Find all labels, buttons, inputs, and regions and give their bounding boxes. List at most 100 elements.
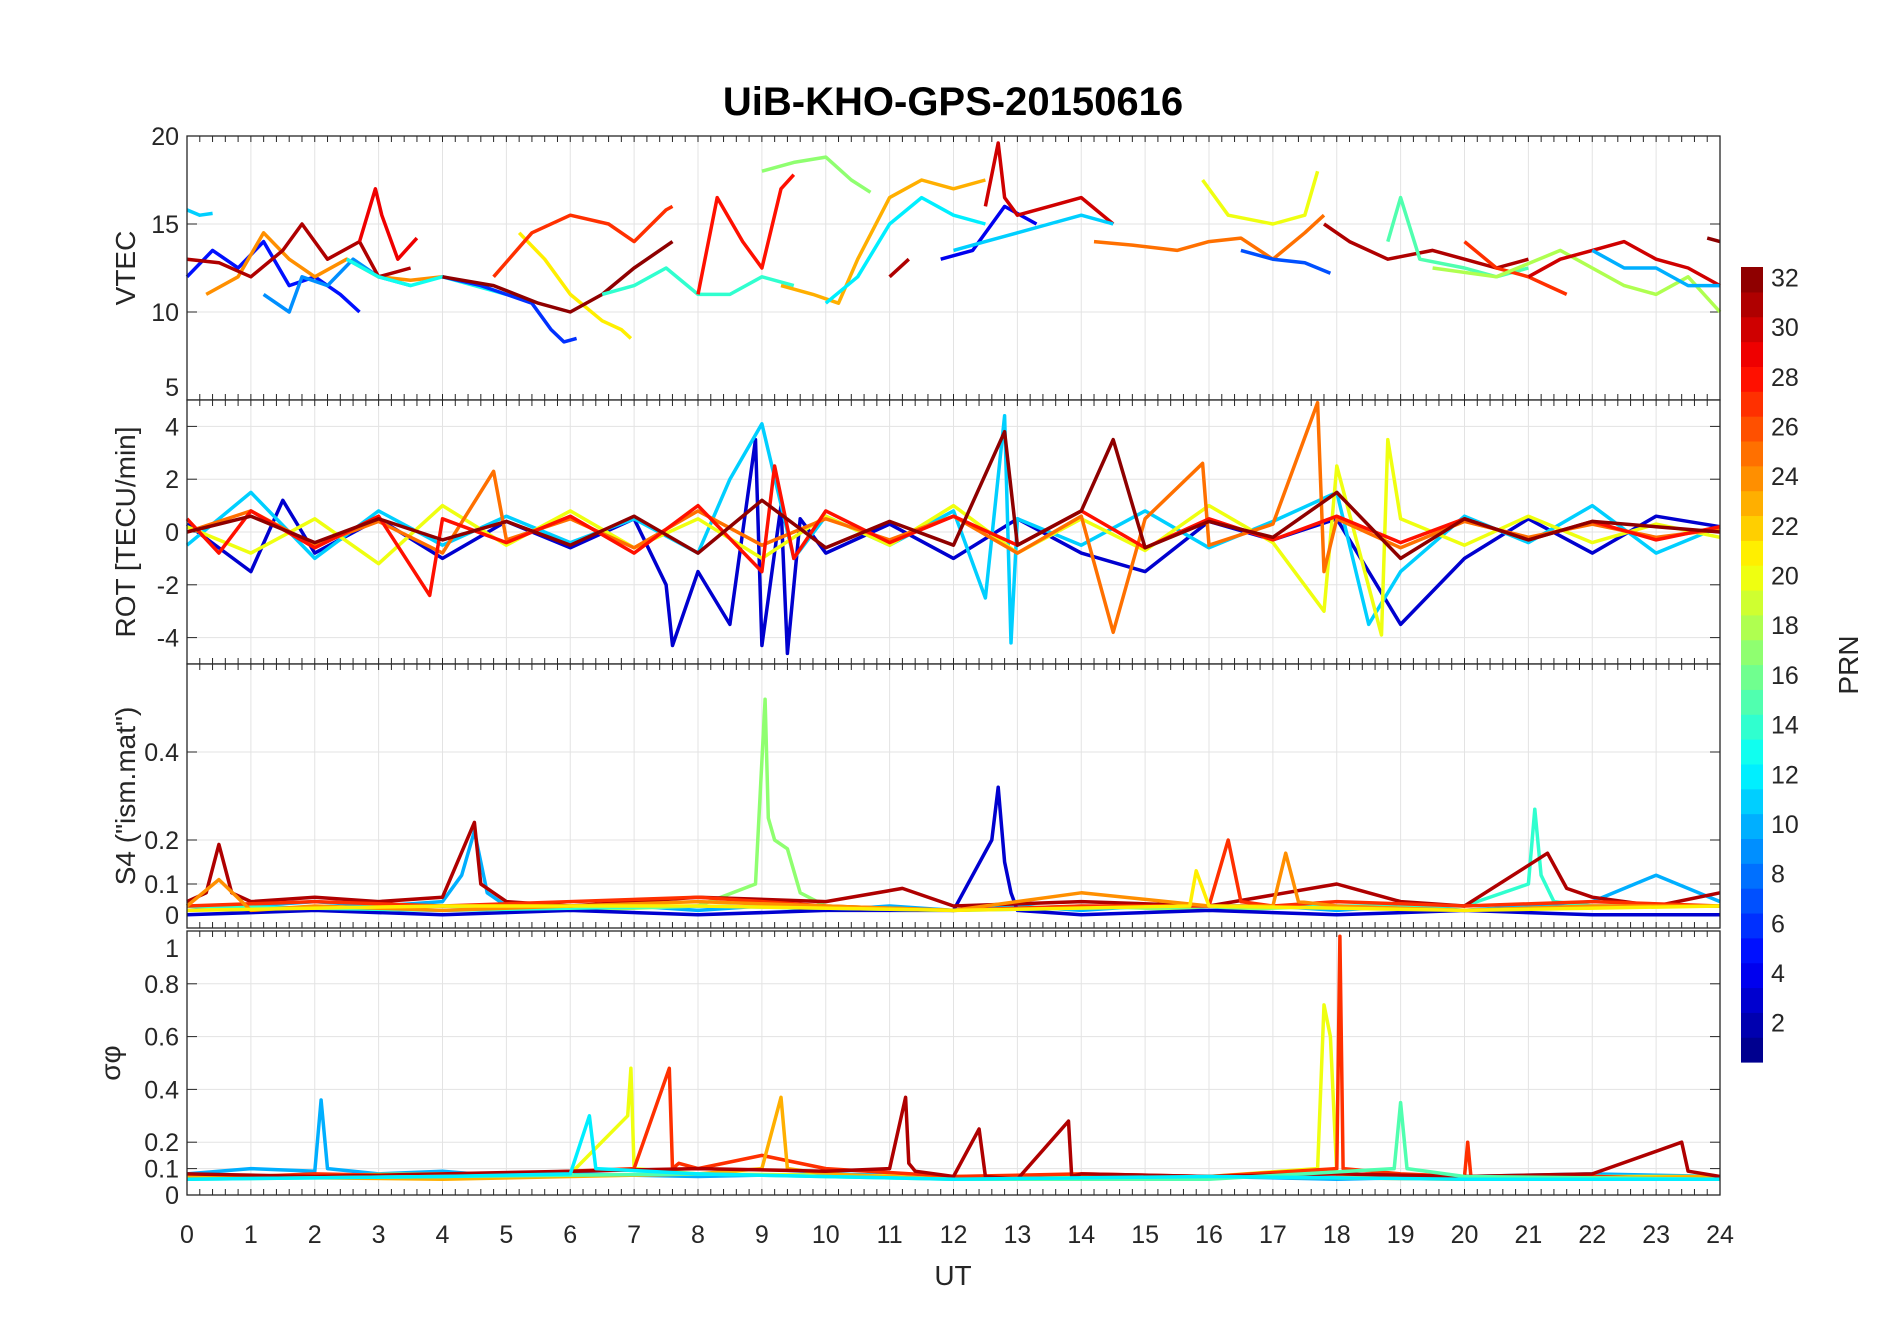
colorbar-segment (1741, 962, 1763, 989)
series-line-prn-5 (185, 239, 361, 314)
y-tick-label: 0.4 (144, 739, 179, 767)
y-tick-label: 0.6 (144, 1024, 179, 1052)
x-tick-label: 1 (244, 1221, 258, 1249)
colorbar-segment (1741, 391, 1763, 417)
x-tick-label: 15 (1131, 1221, 1159, 1249)
series-line-prn-30 (1527, 239, 1721, 288)
colorbar-segment (1741, 490, 1763, 517)
x-tick-label: 11 (877, 1221, 903, 1249)
series-line-prn-24 (205, 231, 443, 296)
y-axis-label: ROT [TECU/min] (110, 426, 141, 637)
series-line-prn-27 (492, 204, 674, 278)
y-tick-label: 0.8 (144, 971, 179, 999)
colorbar-segment (1741, 739, 1763, 765)
axes-box (186, 663, 1721, 929)
axes-box (186, 930, 1721, 1196)
x-tick-label: 9 (755, 1221, 769, 1249)
y-tick-label: 0.2 (144, 827, 179, 855)
colorbar-segment (1741, 440, 1763, 467)
y-tick-label: 0.1 (144, 1156, 179, 1184)
series-line-prn-7 (1240, 248, 1332, 275)
series-line-prn-18 (1432, 248, 1722, 314)
colorbar-tick-label: 30 (1771, 314, 1799, 342)
colorbar-tick-label: 6 (1771, 910, 1785, 938)
colorbar-segment (1741, 813, 1763, 840)
colorbar-segment (1741, 341, 1763, 367)
y-tick-label: 5 (165, 374, 179, 402)
colorbar-segment (1741, 316, 1763, 343)
y-tick-label: 0 (165, 902, 179, 930)
series-line-prn-23 (780, 178, 986, 305)
series-line-prn-3 (185, 437, 1721, 656)
colorbar-segment (1741, 1012, 1763, 1038)
colorbar-tick-label: 16 (1771, 662, 1799, 690)
x-tick-label: 12 (940, 1221, 968, 1249)
x-tick-label: 18 (1323, 1221, 1351, 1249)
colorbar-label: PRN (1833, 635, 1864, 694)
series-line-prn-6 (442, 275, 578, 344)
y-axis-label: σφ (95, 1045, 126, 1080)
y-tick-label: 1 (165, 935, 179, 963)
x-tick-label: 21 (1514, 1221, 1542, 1249)
y-tick-label: 20 (151, 123, 179, 151)
colorbar-tick-label: 8 (1771, 861, 1785, 889)
y-tick-label: -4 (157, 625, 179, 653)
y-tick-label: 4 (165, 413, 179, 441)
y-axis-label: S4 ("ism.mat") (110, 707, 141, 886)
colorbar-segment (1741, 540, 1763, 566)
series-line-prn-10 (1591, 248, 1720, 288)
colorbar-tick-label: 32 (1771, 264, 1799, 292)
panel-3: 00.10.2 0.4 0.6 0.8 1 σφ (95, 930, 1721, 1210)
x-tick-label: 13 (1003, 1221, 1031, 1249)
colorbar-tick-label: 26 (1771, 413, 1799, 441)
x-tick-label: 10 (812, 1221, 840, 1249)
x-tick-label: 2 (308, 1221, 322, 1249)
panel-2: 0 0.1 0.2 0.4S4 ("ism.mat") (110, 663, 1721, 930)
x-tick-label: 4 (436, 1221, 450, 1249)
colorbar-segment (1741, 614, 1763, 641)
x-axis-label: UT (934, 1260, 971, 1291)
series-line-prn-11 (953, 213, 1114, 253)
series-line-prn-31 (888, 257, 910, 279)
colorbar-segment (1741, 714, 1763, 740)
y-tick-label: 0.4 (144, 1076, 179, 1104)
x-tick-label: 17 (1259, 1221, 1287, 1249)
colorbar-segment (1741, 366, 1763, 392)
series-line-prn-30 (983, 141, 1115, 226)
chart-title: UiB-KHO-GPS-20150616 (723, 80, 1183, 124)
series-line-prn-32 (1706, 236, 1721, 244)
colorbar-segment (1741, 1037, 1763, 1063)
colorbar-segment (1741, 515, 1763, 541)
series-line-prn-25 (186, 400, 1721, 635)
colorbar-segment (1741, 267, 1763, 293)
series-line-prn-31 (186, 222, 412, 279)
x-tick-label: 7 (627, 1221, 641, 1249)
colorbar-tick-label: 28 (1771, 364, 1799, 392)
y-tick-label: 0 (165, 1182, 179, 1210)
x-tick-label: 23 (1642, 1221, 1670, 1249)
y-tick-label: -2 (157, 572, 179, 600)
y-tick-label: 0.2 (144, 1129, 179, 1157)
x-tick-label: 6 (563, 1221, 577, 1249)
series-line-prn-12 (824, 195, 986, 305)
x-tick-label: 16 (1195, 1221, 1223, 1249)
y-tick-label: 15 (151, 211, 179, 239)
colorbar-segment (1741, 788, 1763, 815)
colorbar-tick-label: 14 (1771, 712, 1799, 740)
series-line-prn-12 (186, 1114, 1720, 1181)
series-line-prn-29 (357, 187, 419, 261)
x-tick-label: 22 (1578, 1221, 1606, 1249)
panel-1: -4 -2 0 2 4 ROT [TECU/min] (110, 399, 1721, 665)
colorbar-segment (1741, 937, 1763, 964)
series-line-prn-17 (761, 155, 872, 194)
colorbar-segment (1741, 639, 1763, 666)
series-line-prn-21 (186, 869, 1721, 913)
colorbar-tick-label: 4 (1771, 960, 1785, 988)
colorbar-segment (1741, 664, 1763, 690)
y-tick-label: 10 (151, 299, 179, 327)
x-tick-label: 19 (1387, 1221, 1415, 1249)
colorbar-tick-label: 18 (1771, 612, 1799, 640)
x-tick-label: 14 (1067, 1221, 1095, 1249)
